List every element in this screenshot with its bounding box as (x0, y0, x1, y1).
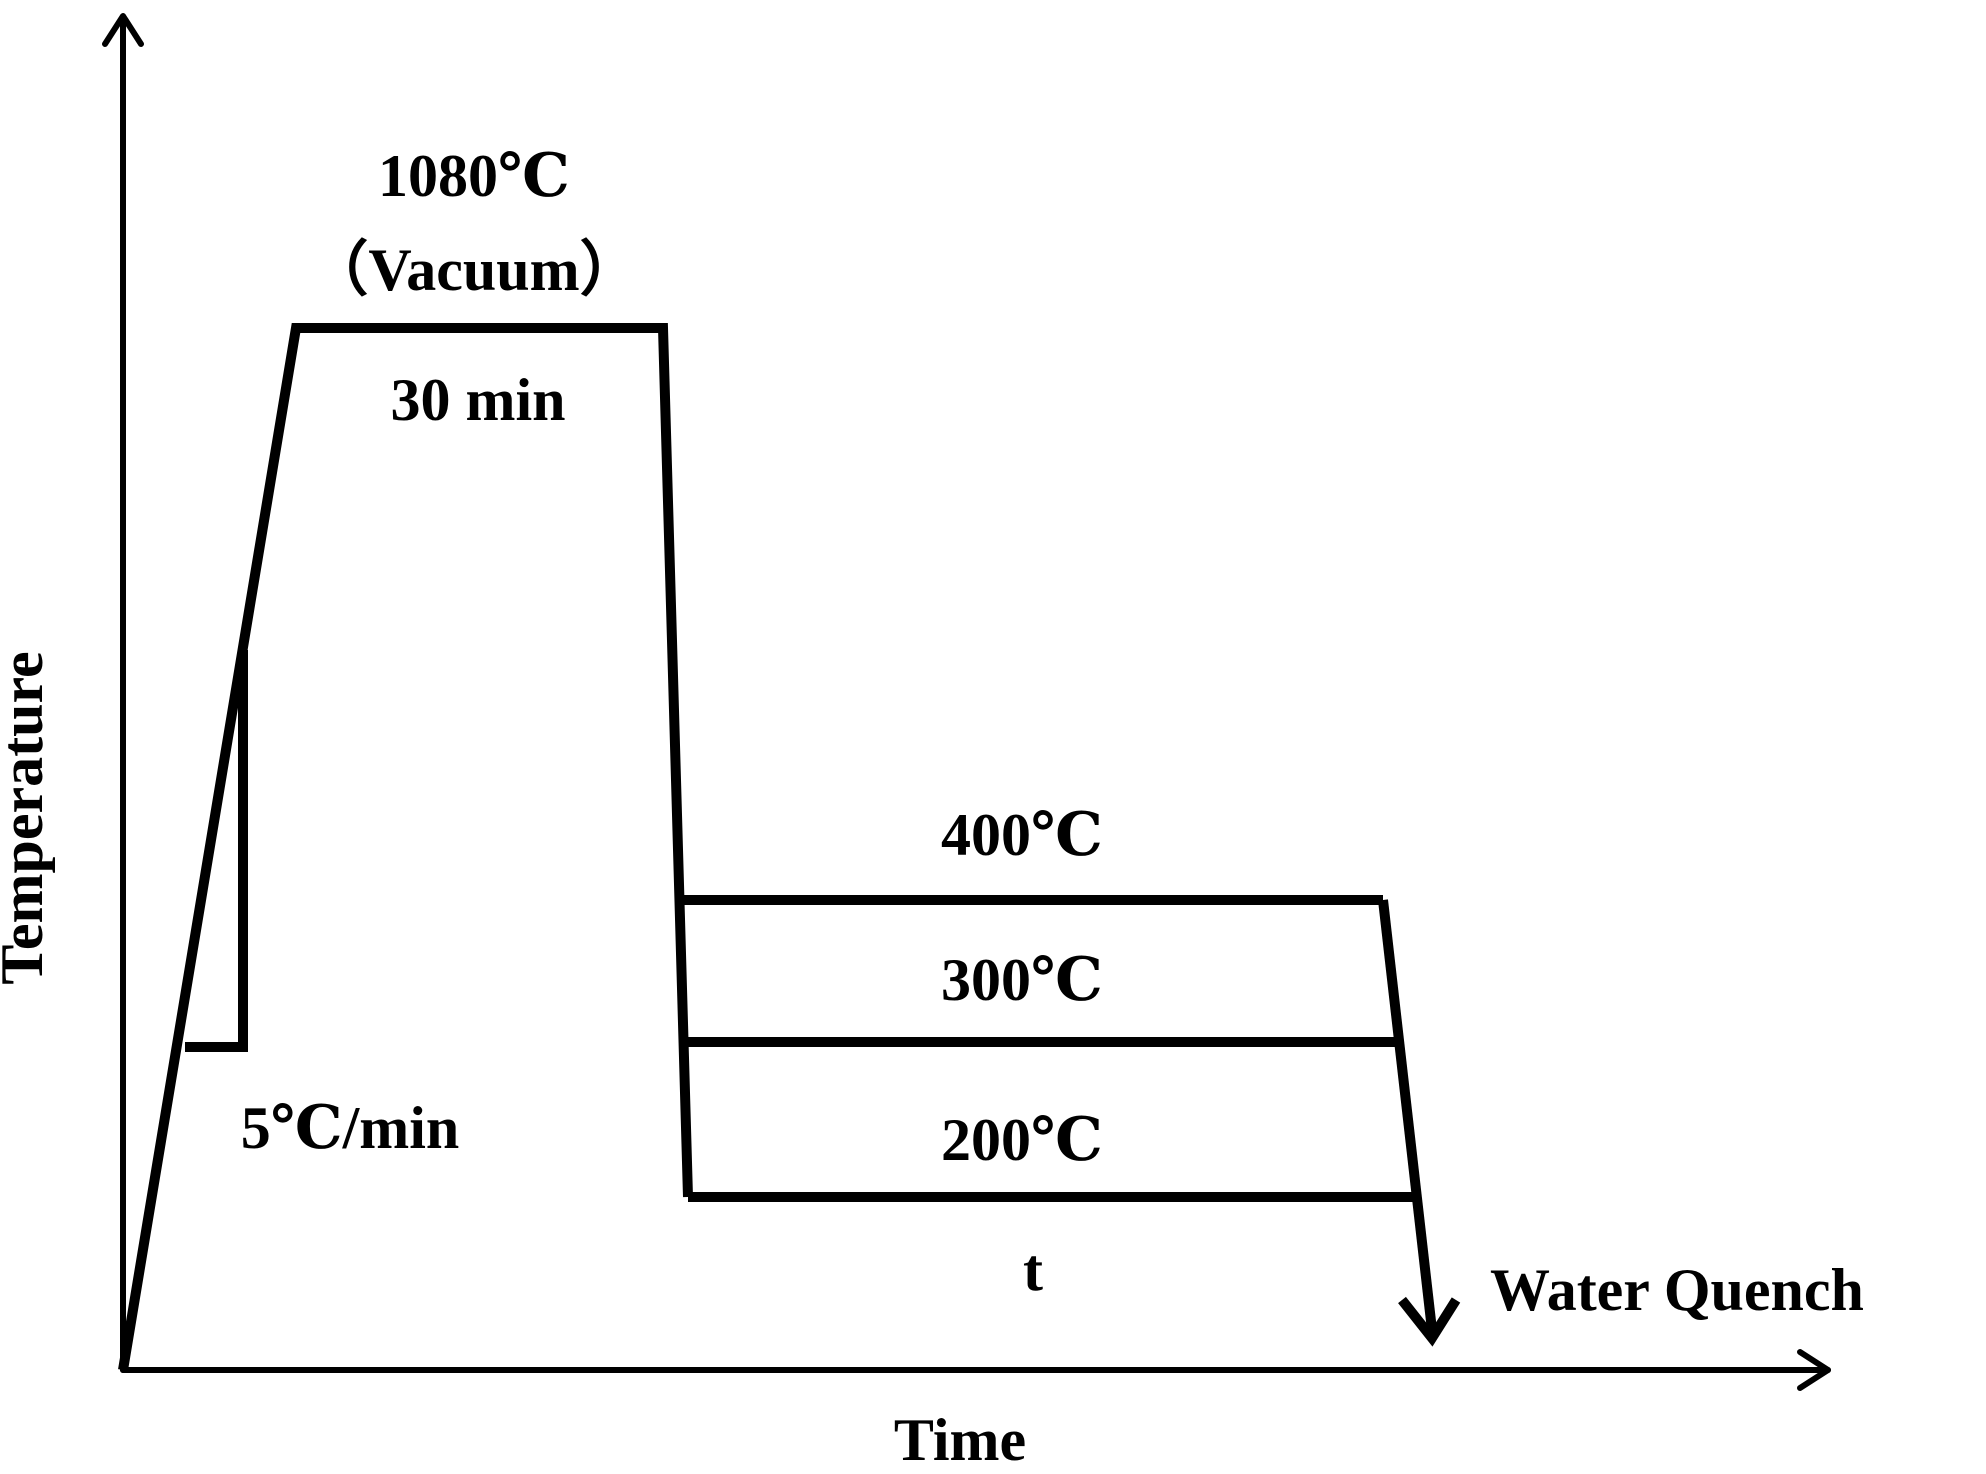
labels: Temperature Time 1080℃ （Vacuum） 30 min 5… (0, 143, 1864, 1473)
aging-time-label: t (1023, 1237, 1043, 1303)
solution-temperature-label: 1080℃ (378, 143, 570, 209)
aging-temp-300-label: 300℃ (941, 947, 1103, 1013)
aging-temp-200-label: 200℃ (941, 1107, 1103, 1173)
x-axis-label: Time (894, 1407, 1026, 1473)
axes (102, 13, 1831, 1391)
quench-drop-line (1378, 899, 1437, 1331)
temperature-profile (118, 323, 1461, 1371)
x-axis-arrowhead (1797, 1349, 1831, 1391)
y-axis-label: Temperature (0, 651, 55, 984)
aging-temp-400-label: 400℃ (941, 802, 1103, 868)
solution-treatment-path (118, 323, 693, 1371)
y-axis-arrowhead (102, 13, 144, 47)
hold-time-label: 30 min (390, 367, 565, 433)
heating-rate-label: 5℃/min (241, 1095, 460, 1161)
quench-arrowhead (1398, 1296, 1461, 1347)
atmosphere-label: （Vacuum） (308, 236, 639, 303)
heating-rate-triangle (185, 650, 248, 1052)
water-quench-label: Water Quench (1490, 1257, 1864, 1323)
